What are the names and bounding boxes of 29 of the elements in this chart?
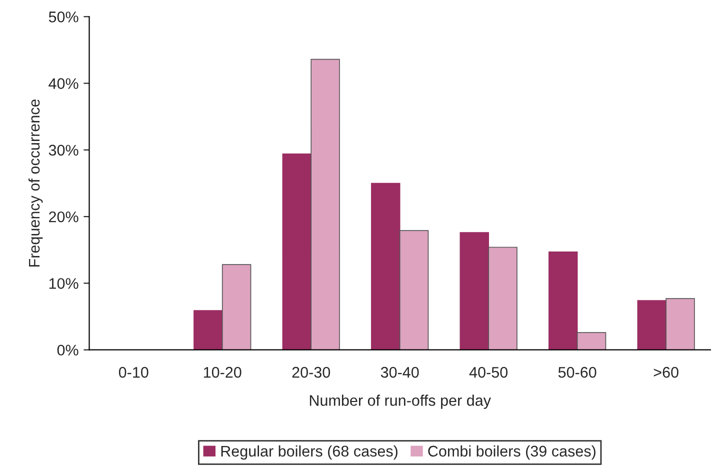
bar bbox=[282, 154, 312, 350]
x-tick-label: >60 bbox=[654, 366, 678, 378]
legend-label: Combi boilers (39 cases) bbox=[428, 445, 596, 460]
bar bbox=[637, 300, 666, 350]
bar bbox=[488, 246, 518, 350]
y-tick-label: 20% bbox=[49, 211, 78, 222]
x-tick-label: 50-60 bbox=[558, 366, 596, 378]
bar bbox=[194, 310, 223, 350]
x-tick-label: 10-20 bbox=[204, 366, 242, 378]
legend-label: Regular boilers (68 cases) bbox=[221, 445, 398, 460]
y-axis-title: Frequency of occurrence bbox=[28, 99, 43, 266]
x-tick-label: 30-40 bbox=[380, 366, 419, 378]
y-tick-label: 0% bbox=[57, 344, 78, 356]
x-tick-label: 20-30 bbox=[292, 366, 330, 378]
y-tick-label: 50% bbox=[48, 12, 78, 22]
bar bbox=[399, 230, 429, 350]
bar bbox=[371, 182, 400, 350]
bar bbox=[310, 58, 340, 350]
x-tick-label: 40-50 bbox=[469, 366, 508, 378]
bar bbox=[666, 298, 695, 350]
x-axis-title: Number of run-offs per day bbox=[310, 394, 491, 409]
y-tick-label: 30% bbox=[48, 144, 78, 156]
bar bbox=[576, 332, 606, 350]
bar bbox=[548, 251, 578, 350]
x-tick-label: 0-10 bbox=[118, 366, 148, 378]
bar bbox=[222, 264, 252, 350]
y-tick-label: 40% bbox=[48, 78, 78, 89]
bar bbox=[460, 232, 489, 350]
y-tick-label: 10% bbox=[49, 278, 78, 289]
